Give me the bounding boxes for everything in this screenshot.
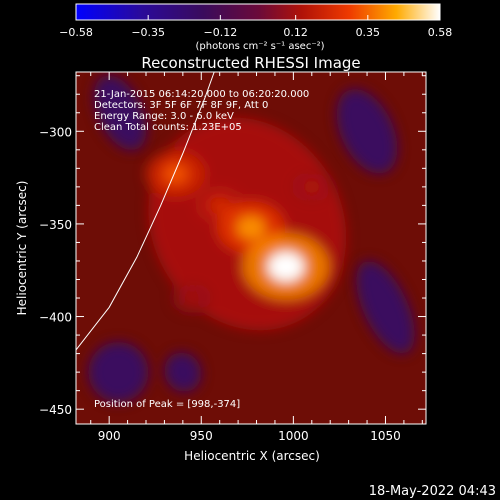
colorbar-tick-label: 0.35 (356, 26, 381, 39)
info-line: Clean Total counts: 1.23E+05 (94, 122, 242, 133)
y-tick-label: −400 (39, 311, 72, 325)
x-axis-label: Heliocentric X (arcsec) (184, 449, 320, 463)
colorbar-tick-label: 0.58 (428, 26, 453, 39)
info-line: Detectors: 3F 5F 6F 7F 8F 9F, Att 0 (94, 100, 268, 111)
colorbar-units: (photons cm⁻² s⁻¹ asec⁻²) (195, 41, 324, 52)
y-tick-label: −450 (39, 403, 72, 417)
emission-source-core (236, 215, 266, 240)
negative-lobe (88, 342, 149, 403)
colorbar: −0.58 −0.35 −0.12 0.12 0.35 0.58 (photons cm⁻… (59, 3, 453, 52)
info-line: 21-Jan-2015 06:14:20.000 to 06:20:20.000 (94, 89, 309, 100)
y-axis: −300 −350 −400 −450 (39, 75, 426, 417)
x-axis: 900 950 1000 1050 (90, 72, 423, 443)
emission-source-core (162, 163, 189, 185)
footer-timestamp: 18-May-2022 04:43 (369, 484, 496, 499)
y-tick-label: −350 (39, 218, 72, 232)
emission-source-core (267, 251, 305, 282)
emission-source-core (183, 291, 201, 305)
observation-info: 21-Jan-2015 06:14:20.000 to 06:20:20.000… (94, 89, 309, 133)
colorbar-tick-label: −0.58 (59, 26, 93, 39)
emission-sources (145, 117, 347, 331)
chart-title: Reconstructed RHESSI Image (141, 54, 360, 72)
negative-lobe (356, 261, 415, 354)
y-tick-label: −300 (39, 125, 72, 139)
colorbar-tick-label: −0.35 (131, 26, 165, 39)
y-axis-label: Heliocentric Y (arcsec) (15, 181, 29, 316)
info-line: Energy Range: 3.0 - 6.0 keV (94, 111, 234, 122)
x-tick-label: 1000 (278, 429, 309, 443)
plot-frame (75, 71, 427, 425)
x-tick-label: 900 (98, 429, 121, 443)
negative-lobe (336, 89, 398, 174)
heatmap-layer (88, 75, 415, 403)
emission-source-core (303, 179, 321, 194)
peak-position-label: Position of Peak = [998,-374] (94, 399, 240, 410)
x-tick-label: 950 (190, 429, 213, 443)
emission-source-core (209, 196, 231, 214)
colorbar-tick-label: 0.12 (283, 26, 308, 39)
plot-area: 900 950 1000 1050 −300 −350 −400 −450 (39, 71, 427, 443)
negative-lobe (164, 352, 202, 392)
colorbar-tick-label: −0.12 (203, 26, 237, 39)
colorbar-gradient (75, 3, 441, 21)
x-tick-label: 1050 (370, 429, 401, 443)
negative-lobe (94, 75, 147, 151)
negative-lobes (88, 75, 415, 403)
solar-limb-line (75, 71, 215, 351)
